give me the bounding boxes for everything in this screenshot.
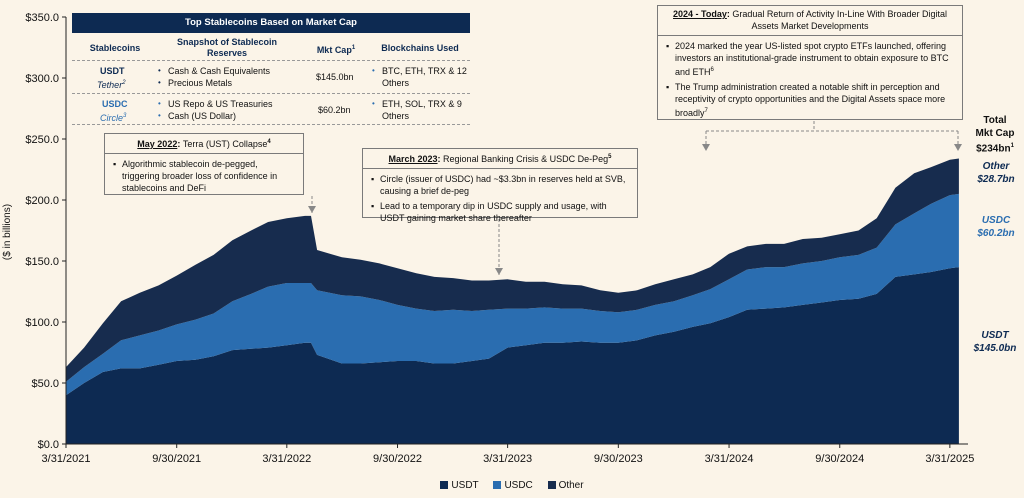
y-tick-label: $0.0 — [38, 439, 59, 451]
total-mktcap-label: Total Mkt Cap $234bn1 — [975, 115, 1015, 155]
row-issuer: Tether2 — [97, 80, 126, 90]
table-divider — [72, 93, 470, 94]
annotation-bullet: Lead to a temporary dip in USDC supply a… — [371, 200, 631, 224]
row-name: USDC — [102, 99, 128, 109]
y-tick-label: $100.0 — [25, 317, 59, 329]
table-divider — [72, 60, 470, 61]
col-header-chains: Blockchains Used — [381, 43, 459, 53]
y-tick-label: $200.0 — [25, 195, 59, 207]
legend-item-usdc: USDC — [493, 480, 533, 491]
x-tick-label: 9/30/2024 — [815, 453, 864, 465]
y-tick-label: $350.0 — [25, 12, 59, 24]
annotation-svb: March 2023: Regional Banking Crisis & US… — [362, 148, 638, 223]
stacked-areas — [66, 158, 959, 444]
x-tick-label: 9/30/2023 — [594, 453, 643, 465]
row-chains: BTC, ETH, TRX & 12 Others — [382, 66, 467, 88]
chart-axes: $0.0 $50.0 $100.0 $150.0 $200.0 $250.0 $300.0 $… — [2, 12, 974, 465]
annotation-terra: May 2022: Terra (UST) Collapse4 Algorith… — [104, 133, 304, 195]
x-tick-label: 3/31/2025 — [925, 453, 974, 465]
row-name: USDT — [100, 66, 125, 76]
row-mktcap: $60.2bn — [318, 105, 351, 115]
x-tick-label: 3/31/2023 — [483, 453, 532, 465]
annotation-bullet: Algorithmic stablecoin de-pegged, trigge… — [113, 158, 297, 194]
table-divider — [72, 124, 470, 125]
x-tick-label: 9/30/2021 — [152, 453, 201, 465]
y-tick-label: $150.0 — [25, 256, 59, 268]
area-other — [66, 158, 959, 382]
row-reserve: US Repo & US Treasuries — [168, 99, 273, 109]
x-tick-label: 3/31/2022 — [262, 453, 311, 465]
row-chains: ETH, SOL, TRX & 9 Others — [382, 99, 462, 121]
annotation-bullet: Circle (issuer of USDC) had ~$3.3bn in r… — [371, 173, 631, 197]
legend-item-other: Other — [547, 480, 584, 491]
area-usdt — [66, 267, 959, 444]
x-tick-label: 3/31/2021 — [42, 453, 91, 465]
callout-arrows — [308, 121, 962, 275]
y-tick-label: $300.0 — [25, 73, 59, 85]
today-arrow-right-head — [954, 144, 962, 151]
annotation-title: May 2022: Terra (UST) Collapse4 — [105, 134, 303, 154]
today-arrow-left-head — [702, 144, 710, 151]
legend-item-usdt: USDT — [440, 480, 479, 491]
annotation-title: March 2023: Regional Banking Crisis & US… — [363, 149, 637, 169]
col-header-stablecoins: Stablecoins — [89, 43, 141, 53]
x-tick-label: 3/31/2024 — [705, 453, 754, 465]
col-header-reserves: Snapshot of Stablecoin Reserves — [176, 37, 277, 58]
terra-arrow-head — [308, 206, 316, 213]
row-mktcap: $145.0bn — [316, 72, 354, 82]
stablecoin-table: Top Stablecoins Based on Market Cap Stab… — [72, 13, 470, 125]
y-axis-label: ($ in billions) — [2, 204, 13, 260]
annotation-today: 2024 - Today: Gradual Return of Activity… — [657, 5, 963, 120]
other-end-label: Other $28.7bn — [977, 161, 1015, 185]
area-usdc — [66, 193, 959, 396]
annotation-title: 2024 - Today: Gradual Return of Activity… — [658, 6, 962, 36]
chart-legend: USDT USDC Other — [0, 480, 1024, 491]
annotation-bullet: 2024 marked the year US-listed spot cryp… — [666, 40, 956, 78]
y-tick-label: $50.0 — [31, 378, 59, 390]
usdt-end-label: USDT $145.0bn — [973, 330, 1017, 354]
usdc-end-label: USDC $60.2bn — [977, 215, 1015, 239]
row-reserve: Precious Metals — [168, 78, 233, 88]
row-reserve: Cash (US Dollar) — [168, 111, 237, 121]
x-tick-label: 9/30/2022 — [373, 453, 422, 465]
annotation-bullet: The Trump administration created a notab… — [666, 81, 956, 119]
svb-arrow-head — [495, 268, 503, 275]
table-title: Top Stablecoins Based on Market Cap — [72, 13, 470, 33]
y-tick-label: $250.0 — [25, 134, 59, 146]
row-reserve: Cash & Cash Equivalents — [168, 66, 271, 76]
col-header-mktcap: Mkt Cap1 — [316, 45, 356, 55]
row-issuer: Circle3 — [100, 113, 127, 123]
